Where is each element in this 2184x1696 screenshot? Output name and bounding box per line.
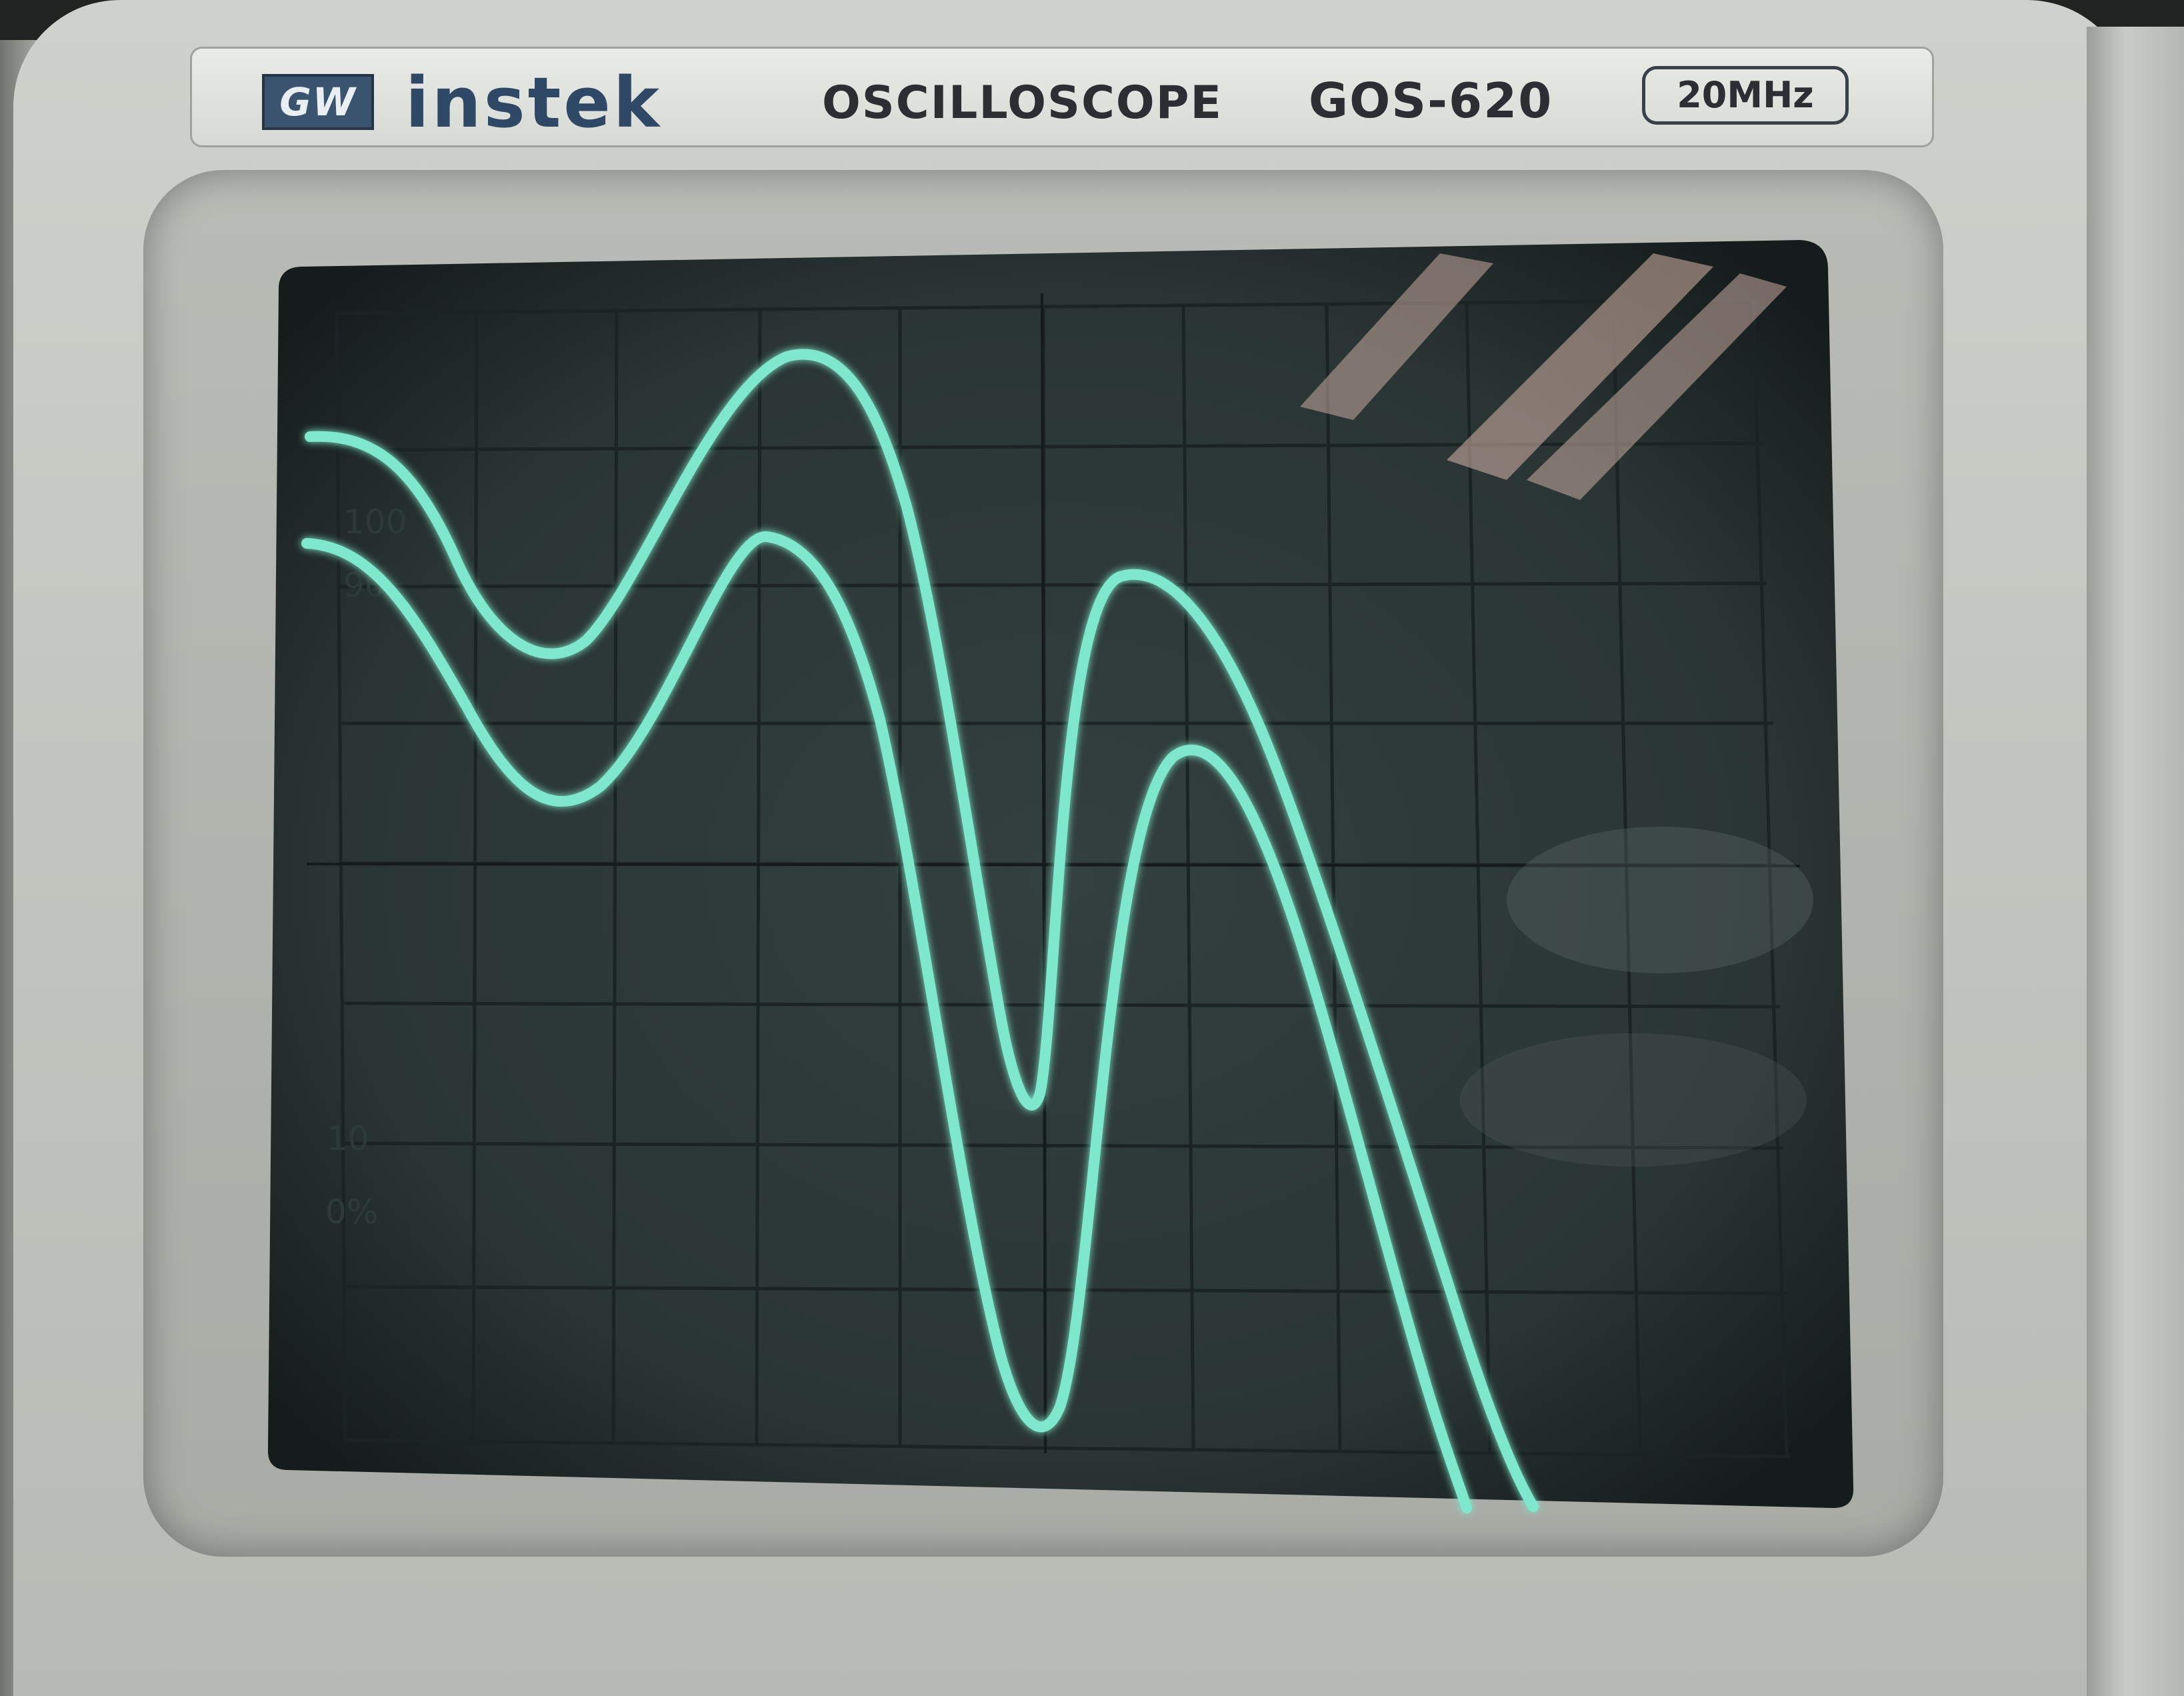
center-axis-ticks <box>306 293 1801 1454</box>
waveform-trace-2 <box>301 531 1472 1513</box>
label-0-percent: 0% <box>325 1193 378 1231</box>
right-control-panel-edge <box>2087 27 2184 1696</box>
label-10: 10 <box>327 1119 369 1158</box>
model-number: GOS-620 <box>1309 73 1553 129</box>
brand-name: instek <box>405 62 663 143</box>
gw-logo: GW <box>262 74 374 130</box>
graticule-labels: 100 90 10 0% <box>325 503 407 1231</box>
bandwidth-badge: 20MHz <box>1642 66 1849 125</box>
graticule-grid <box>335 298 1791 1459</box>
label-100: 100 <box>343 503 407 541</box>
waveform-trace-1 <box>305 349 1539 1512</box>
screen-glare <box>1300 253 1813 1167</box>
instrument-type: OSCILLOSCOPE <box>822 77 1223 129</box>
nameplate: GW instek OSCILLOSCOPE GOS-620 20MHz <box>190 47 1934 147</box>
